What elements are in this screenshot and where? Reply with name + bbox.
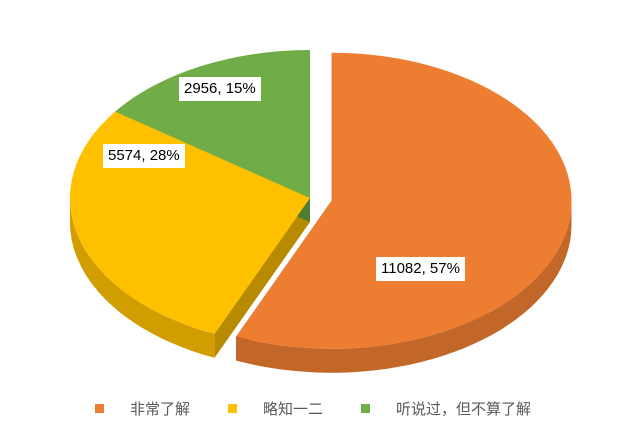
slice-side-0 — [236, 200, 572, 373]
slice-wall-1-0 — [214, 198, 310, 358]
legend-item-1: 略知一二 — [227, 398, 323, 419]
data-label-0: 11082, 57% — [376, 257, 465, 281]
slice-side-1 — [70, 198, 215, 358]
legend-swatch-1 — [227, 404, 237, 413]
data-label-1: 5574, 28% — [103, 144, 185, 168]
legend-item-0: 非常了解 — [94, 398, 190, 419]
legend-label-1: 略知一二 — [262, 400, 323, 418]
slice-2 — [115, 49, 310, 199]
data-label-2: 2956, 15% — [179, 77, 261, 101]
legend-item-2: 听说过，但不算了解 — [361, 398, 531, 419]
legend-label-0: 非常了解 — [129, 400, 190, 418]
pie-tops — [69, 49, 572, 349]
legend-swatch-2 — [361, 404, 370, 413]
legend-swatch-0 — [94, 404, 104, 413]
legend: 非常了解 略知一二 听说过，但不算了解 — [0, 398, 626, 419]
slice-0 — [236, 52, 572, 349]
legend-label-2: 听说过，但不算了解 — [396, 400, 532, 418]
